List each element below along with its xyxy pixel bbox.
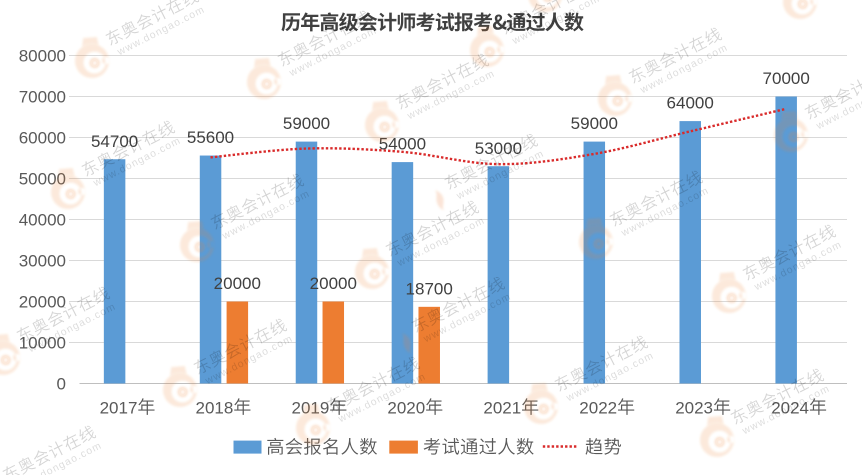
svg-text:www.dongao.com: www.dongao.com xyxy=(564,350,656,404)
svg-text:55600: 55600 xyxy=(187,128,234,147)
svg-text:80000: 80000 xyxy=(19,47,66,66)
svg-text:60000: 60000 xyxy=(19,129,66,148)
svg-text:www.dongao.com: www.dongao.com xyxy=(115,4,207,58)
svg-text:30000: 30000 xyxy=(19,252,66,271)
svg-text:2021: 2021 xyxy=(483,398,521,417)
svg-text:2017: 2017 xyxy=(100,398,138,417)
svg-text:2018: 2018 xyxy=(196,398,234,417)
svg-text:20000: 20000 xyxy=(19,293,66,312)
svg-text:www.dongao.com: www.dongao.com xyxy=(287,25,379,79)
svg-text:59000: 59000 xyxy=(283,114,330,133)
svg-text:20000: 20000 xyxy=(214,274,261,293)
svg-text:2020: 2020 xyxy=(387,398,425,417)
svg-text:2023: 2023 xyxy=(675,398,713,417)
svg-text:www.dongao.com: www.dongao.com xyxy=(814,78,862,132)
svg-text:64000: 64000 xyxy=(667,94,714,113)
svg-text:70000: 70000 xyxy=(763,69,810,88)
svg-text:54700: 54700 xyxy=(91,132,138,151)
svg-text:www.dongao.com: www.dongao.com xyxy=(752,239,844,293)
svg-text:2024: 2024 xyxy=(771,398,809,417)
svg-text:70000: 70000 xyxy=(19,88,66,107)
svg-text:0: 0 xyxy=(57,375,66,394)
svg-text:59000: 59000 xyxy=(571,114,618,133)
svg-text:www.dongao.com: www.dongao.com xyxy=(638,42,730,96)
svg-text:18700: 18700 xyxy=(406,279,453,298)
svg-text:20000: 20000 xyxy=(310,274,357,293)
svg-text:2022: 2022 xyxy=(579,398,617,417)
svg-text:40000: 40000 xyxy=(19,211,66,230)
svg-text:www.dongao.com: www.dongao.com xyxy=(405,68,497,122)
svg-text:10000: 10000 xyxy=(19,334,66,353)
